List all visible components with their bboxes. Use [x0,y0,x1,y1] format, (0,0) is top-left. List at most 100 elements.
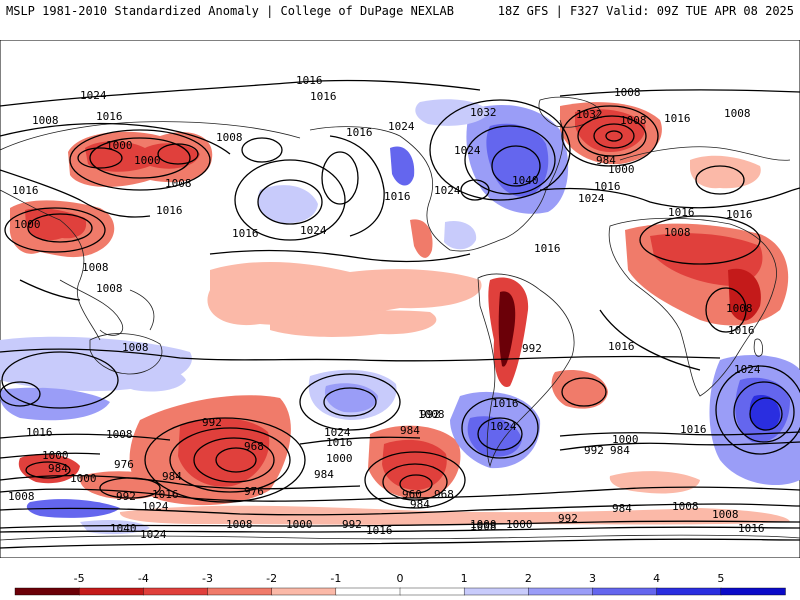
colorbar-tick-label: 4 [653,572,660,585]
isobar-label: 984 [400,424,420,437]
isobar-label: 1024 [490,420,517,433]
isobar-label: 1000 [134,154,161,167]
isobar-label: 992 [584,444,604,457]
colorbar-swatch [207,587,273,596]
colorbar-tick-label: -1 [330,572,341,585]
colorbar-tick-labels: -5 -4 -3 -2 -1 0 1 2 3 4 5 [74,572,725,585]
anomaly-north-america-high-core [486,123,549,197]
isobar-label: 1016 [326,436,353,449]
isobar-label: 976 [114,458,134,471]
isobar-label: 1016 [96,110,123,123]
isobar-label: 960 [402,488,422,501]
coast-africa [608,217,777,397]
isobar-label: 1008 [96,282,123,295]
isobar-label: 1008 [614,86,641,99]
map-title: MSLP 1981-2010 Standardized Anomaly | Co… [6,4,454,18]
isobar-label: 1016 [26,426,53,439]
isobar-label: 976 [244,485,264,498]
isobar-label: 992 [522,342,542,355]
isobar-label: 1000 [612,433,639,446]
anomaly-north-pacific [257,185,318,224]
anomaly-pacific-subtropics-south [118,366,186,392]
anomaly-asia-north-core [85,141,200,172]
anomaly-pacific-equator [270,310,437,337]
colorbar-swatch [592,587,658,596]
isobar-label: 1016 [664,112,691,125]
colorbar-swatch [399,587,465,596]
anomaly-pacific-tropics [207,261,482,326]
colorbar-tick-label: -4 [138,572,149,585]
colorbar-tick-label: 5 [717,572,724,585]
anomaly-rockies [390,146,415,186]
isobar-label: 1016 [594,180,621,193]
isobar-label: 1008 [724,107,751,120]
isobar-label: 1000 [470,518,497,531]
isobar-label: 1016 [366,524,393,537]
colorbar-swatch [463,587,530,596]
isobar-label: 1008 [672,500,699,513]
isobar-label: 1000 [608,163,635,176]
isobar-label: 1024 [142,500,169,513]
isobar-label: 1016 [346,126,373,139]
isobar-label: 1024 [734,363,761,376]
isobar-label: 1008 [32,114,59,127]
isobar-label: 1024 [300,224,327,237]
colorbar: -5 -4 -3 -2 -1 0 1 2 3 4 5 [14,572,786,596]
coast-australia [89,333,163,375]
isobar-label: 1008 [82,261,109,274]
isobar-label: 1016 [296,74,323,87]
model-valid-time: 18Z GFS | F327 Valid: 09Z TUE APR 08 202… [497,4,794,18]
isobar-label: 1024 [80,89,107,102]
isobar-label: 1024 [434,184,461,197]
colorbar-swatch [14,587,80,596]
isobar-label: 1008 [216,131,243,144]
isobar-label: 992 [558,512,578,525]
isobar-label: 1008 [470,520,497,533]
colorbar-swatch [656,587,722,596]
coast-madagascar [753,338,763,357]
isobar-label: 1008 [8,490,35,503]
isobar-label: 1016 [12,184,39,197]
isobar-label: 1024 [454,144,481,157]
isobar-label: 1016 [384,190,411,203]
colorbar-tick-label: 1 [461,572,468,585]
isobar-label: 1000 [286,518,313,531]
isobar-label: 992 [202,416,222,429]
colorbar-tick-label: -5 [74,572,85,585]
anomaly-indian-ocean-core-deep [749,394,780,431]
isobar-label: 1040 [110,522,137,535]
colorbar-tick-label: 3 [589,572,596,585]
anomaly-antarctic-band [119,505,790,525]
colorbar-swatches [14,587,786,596]
isobar-label: 992 [420,408,440,421]
isobar-label: 1032 [576,108,603,121]
colorbar-swatch [335,587,401,596]
anomaly-map: 1024 1016 1008 1016 1000 1000 1008 1008 … [0,40,800,558]
isobar-label: 968 [434,488,454,501]
colorbar-tick-label: -3 [202,572,213,585]
isobar-label: 1016 [156,204,183,217]
isobar-label: 1016 [726,208,753,221]
colorbar-swatch [271,587,337,596]
colorbar-swatch [143,587,209,596]
anomaly-western-us [410,219,433,258]
isobar-label: 1016 [492,397,519,410]
isobar-label: 1000 [42,449,69,462]
isobar-label: 1016 [152,488,179,501]
isobar-label: 1000 [70,472,97,485]
isobar-label: 1008 [726,302,753,315]
isobar-label: 968 [244,440,264,453]
colorbar-swatch [528,587,594,596]
coast-southeast-asia [59,279,155,336]
isobar-label: 984 [612,502,632,515]
isobar-label: 984 [410,498,430,511]
isobar-label: 1008 [122,341,149,354]
isobar-label: 1016 [728,324,755,337]
isobar-label: 1016 [680,423,707,436]
isobar-label: 1016 [534,242,561,255]
isobar-label: 1024 [578,192,605,205]
coast-south-america [477,273,575,468]
isobar-label: 1008 [226,518,253,531]
isobar-label: 1008 [620,114,647,127]
anomaly-himalaya-core [25,208,87,241]
